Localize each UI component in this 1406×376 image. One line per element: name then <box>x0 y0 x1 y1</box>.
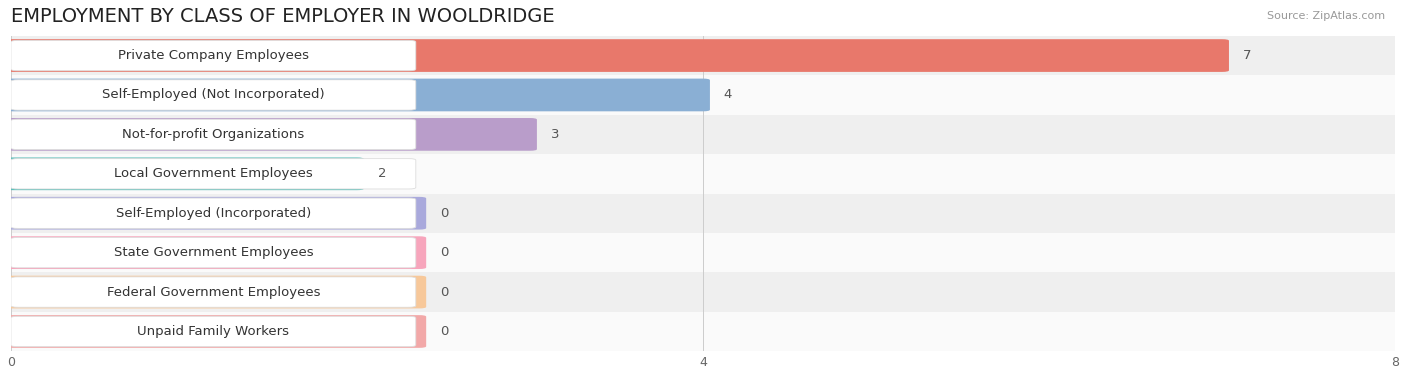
Text: 0: 0 <box>440 285 449 299</box>
FancyBboxPatch shape <box>4 39 1229 72</box>
FancyBboxPatch shape <box>11 312 1395 351</box>
Text: 7: 7 <box>1243 49 1251 62</box>
FancyBboxPatch shape <box>11 80 416 110</box>
FancyBboxPatch shape <box>4 315 426 348</box>
FancyBboxPatch shape <box>11 238 416 268</box>
FancyBboxPatch shape <box>11 115 1395 154</box>
Text: Self-Employed (Not Incorporated): Self-Employed (Not Incorporated) <box>103 88 325 102</box>
Text: State Government Employees: State Government Employees <box>114 246 314 259</box>
Text: 2: 2 <box>378 167 387 180</box>
FancyBboxPatch shape <box>4 276 426 308</box>
FancyBboxPatch shape <box>4 158 364 190</box>
Text: EMPLOYMENT BY CLASS OF EMPLOYER IN WOOLDRIDGE: EMPLOYMENT BY CLASS OF EMPLOYER IN WOOLD… <box>11 7 554 26</box>
FancyBboxPatch shape <box>11 154 1395 194</box>
FancyBboxPatch shape <box>11 233 1395 272</box>
Text: Local Government Employees: Local Government Employees <box>114 167 312 180</box>
Text: Federal Government Employees: Federal Government Employees <box>107 285 321 299</box>
Text: 4: 4 <box>724 88 733 102</box>
FancyBboxPatch shape <box>11 119 416 150</box>
Text: 3: 3 <box>551 128 560 141</box>
FancyBboxPatch shape <box>11 159 416 189</box>
FancyBboxPatch shape <box>11 198 416 228</box>
Text: Not-for-profit Organizations: Not-for-profit Organizations <box>122 128 305 141</box>
FancyBboxPatch shape <box>4 197 426 230</box>
Text: Source: ZipAtlas.com: Source: ZipAtlas.com <box>1267 11 1385 21</box>
Text: 0: 0 <box>440 246 449 259</box>
FancyBboxPatch shape <box>11 316 416 347</box>
FancyBboxPatch shape <box>4 236 426 269</box>
FancyBboxPatch shape <box>11 194 1395 233</box>
FancyBboxPatch shape <box>11 75 1395 115</box>
FancyBboxPatch shape <box>11 40 416 71</box>
FancyBboxPatch shape <box>11 36 1395 75</box>
Text: Private Company Employees: Private Company Employees <box>118 49 309 62</box>
Text: 0: 0 <box>440 207 449 220</box>
Text: Self-Employed (Incorporated): Self-Employed (Incorporated) <box>115 207 311 220</box>
Text: Unpaid Family Workers: Unpaid Family Workers <box>138 325 290 338</box>
Text: 0: 0 <box>440 325 449 338</box>
FancyBboxPatch shape <box>11 277 416 307</box>
FancyBboxPatch shape <box>11 272 1395 312</box>
FancyBboxPatch shape <box>4 79 710 111</box>
FancyBboxPatch shape <box>4 118 537 151</box>
